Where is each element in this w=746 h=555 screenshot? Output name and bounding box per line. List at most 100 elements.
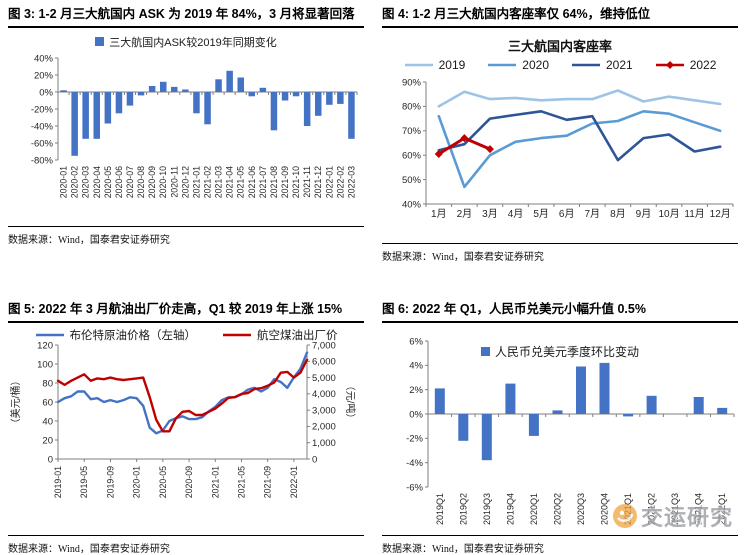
svg-text:120: 120 [37, 340, 53, 351]
svg-text:2019-01: 2019-01 [53, 466, 63, 498]
svg-text:20%: 20% [34, 70, 54, 81]
svg-text:5月: 5月 [533, 208, 549, 220]
bars [434, 362, 728, 460]
legend-label: 三大航国内ASK较2019年同期变化 [109, 36, 277, 49]
bar [215, 79, 222, 92]
bar [104, 91, 112, 124]
svg-text:12月: 12月 [710, 208, 731, 220]
x-axis: 1月 2月 3月 4月 5月 6月 7月 8月 9月 10月 11月 12月 [425, 203, 734, 220]
series-2019 [437, 89, 722, 108]
figure-6: 图 6: 2022 年 Q1，人民币兑美元小幅升值 0.5% -6% -4% -2%… [382, 301, 738, 555]
bar [115, 91, 123, 114]
bar [576, 366, 586, 414]
svg-text:-60%: -60% [31, 138, 54, 149]
x-labels: 2020-01 2020-02 2020-03 2020-04 2020-05 2020-… [59, 166, 357, 198]
legend-swatch-line [223, 333, 251, 337]
svg-text:1月: 1月 [431, 208, 447, 220]
bar [60, 90, 67, 92]
svg-text:2020-07: 2020-07 [125, 166, 135, 198]
bar [326, 91, 333, 105]
bar [481, 413, 492, 460]
bar [646, 395, 657, 414]
svg-text:2020Q1: 2020Q1 [529, 493, 539, 525]
y-axis: -80% -60% -40% -20% 0% 20% 40% [31, 53, 59, 166]
svg-text:2021-10: 2021-10 [291, 166, 301, 198]
diamond-marker [434, 149, 443, 158]
svg-text:60: 60 [42, 397, 53, 408]
figure-4-chart: 三大航国内客座率 2019 2020 2021 2022 40% 50% 60% 70% 80% 9… [382, 32, 738, 241]
svg-text:2021-03: 2021-03 [214, 166, 224, 198]
legend-swatch-line [572, 63, 600, 67]
bar [160, 81, 167, 92]
svg-text:2022-01: 2022-01 [324, 166, 334, 198]
svg-text:2019Q4: 2019Q4 [505, 493, 515, 525]
watermark: 交运研究 [612, 500, 733, 532]
svg-text:2020-11: 2020-11 [169, 166, 179, 198]
bar [148, 85, 156, 92]
legend-item: 三大航国内ASK较2019年同期变化 [95, 34, 277, 50]
svg-text:2020-12: 2020-12 [180, 166, 190, 198]
svg-text:5,000: 5,000 [312, 373, 336, 384]
diamond-marker [460, 133, 469, 142]
figure-5-source-note: 数据来源：Wind，国泰君安证券研究 [8, 534, 364, 555]
bar [292, 91, 300, 97]
svg-text:-2%: -2% [406, 433, 423, 444]
svg-text:3,000: 3,000 [312, 405, 336, 416]
bar [248, 91, 255, 97]
svg-text:40%: 40% [402, 199, 422, 210]
svg-text:40: 40 [42, 416, 53, 427]
svg-text:50%: 50% [402, 175, 422, 186]
bar [717, 407, 728, 414]
legend-label: 人民币兑美元季度环比变动 [494, 344, 639, 359]
bar [693, 396, 704, 414]
bar [337, 91, 344, 104]
svg-text:2022-02: 2022-02 [335, 166, 345, 198]
svg-text:2019Q3: 2019Q3 [482, 493, 492, 525]
svg-text:2021-07: 2021-07 [258, 166, 268, 198]
svg-text:6,000: 6,000 [312, 356, 336, 367]
svg-text:2019Q1: 2019Q1 [435, 493, 445, 525]
svg-text:2019-09: 2019-09 [105, 466, 115, 498]
svg-text:-20%: -20% [31, 104, 54, 115]
legend-item: 航空煤油出厂价 [222, 327, 338, 343]
svg-text:2022-01: 2022-01 [289, 466, 299, 498]
svg-text:2021Q4: 2021Q4 [694, 493, 704, 525]
right-y-axis: 0 1,000 2,000 3,000 4,000 5,000 6,000 7,000 [306, 340, 336, 465]
legend-label: 2021 [606, 57, 633, 72]
legend-item: 布伦特原油价格（左轴） [35, 327, 196, 343]
chart-canvas: 0 20 40 60 80 100 120 0 1,000 2,000 3,000 4,000 5,00… [9, 340, 357, 498]
diamond-marker [665, 60, 674, 69]
svg-text:2021-08: 2021-08 [269, 166, 279, 198]
legend-swatch-square [480, 346, 490, 356]
svg-text:2021-12: 2021-12 [313, 166, 323, 198]
svg-text:2020-06: 2020-06 [114, 166, 124, 198]
svg-text:-80%: -80% [31, 155, 54, 166]
figure-4: 图 4: 1-2 月三大航国内客座率仅 64%，维持低位 三大航国内客座率 201… [382, 6, 738, 263]
legend-item: 2021 [571, 58, 633, 72]
svg-text:2%: 2% [409, 385, 423, 396]
figure-5: 图 5: 2022 年 3 月航油出厂价走高，Q1 较 2019 年上涨 15%… [8, 301, 364, 555]
bar [434, 388, 445, 414]
bar [193, 91, 200, 114]
svg-text:2020Q3: 2020Q3 [576, 493, 586, 525]
svg-text:4月: 4月 [508, 208, 524, 220]
figure-6-chart: -6% -4% -2% 0% 2% 4% 6% 2019Q1 2019Q2 2019Q3 2019Q… [382, 327, 738, 533]
series-2020 [437, 109, 722, 189]
svg-text:80: 80 [42, 378, 53, 389]
series-lines [56, 351, 309, 435]
bar [528, 413, 539, 436]
svg-text:20: 20 [42, 435, 53, 446]
svg-text:2月: 2月 [457, 208, 473, 220]
svg-text:2021-06: 2021-06 [247, 166, 257, 198]
svg-text:2021-05: 2021-05 [237, 466, 247, 498]
svg-text:80%: 80% [402, 102, 422, 113]
svg-text:0: 0 [48, 454, 53, 465]
svg-text:7月: 7月 [585, 208, 601, 220]
svg-text:2020-01: 2020-01 [132, 466, 142, 498]
figure-6-source-note: 数据来源：Wind，国泰君安证券研究 [382, 534, 738, 555]
chart-legend: 三大航国内ASK较2019年同期变化 [8, 34, 364, 50]
svg-text:2020-04: 2020-04 [92, 166, 102, 198]
figure-4-title: 图 4: 1-2 月三大航国内客座率仅 64%，维持低位 [382, 6, 738, 28]
svg-text:8月: 8月 [610, 208, 626, 220]
svg-text:-4%: -4% [406, 458, 423, 469]
